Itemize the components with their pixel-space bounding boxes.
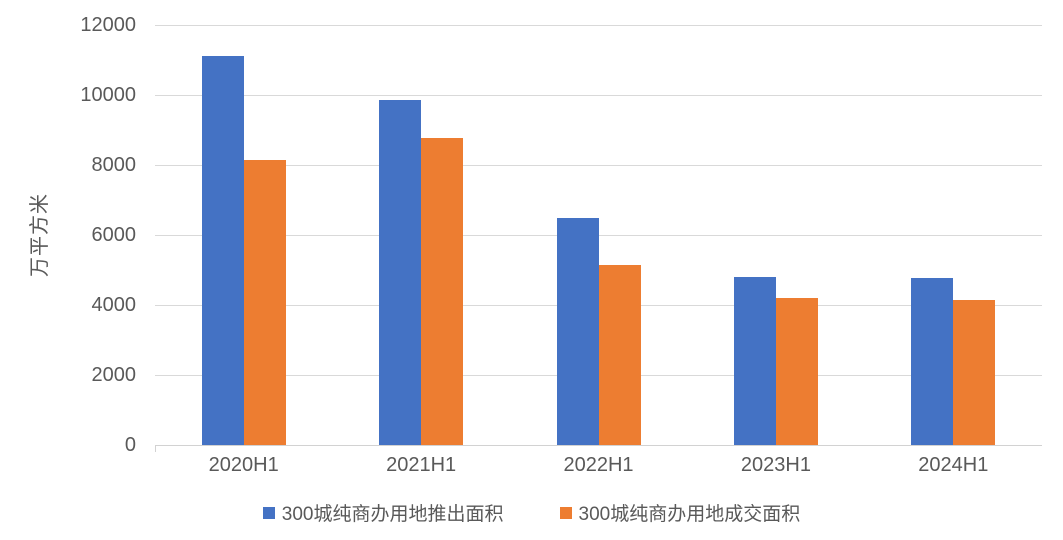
bar — [911, 278, 954, 445]
y-axis-tick-label: 0 — [124, 434, 136, 456]
legend-item: 300城纯商办用地推出面积 — [262, 499, 504, 526]
gridline — [155, 25, 1042, 26]
bar — [556, 218, 599, 445]
bar-group-2021h1 — [332, 25, 509, 445]
y-axis-tick-label: 2000 — [91, 364, 137, 386]
legend: 300城纯商办用地推出面积 300城纯商办用地成交面积 — [0, 499, 1063, 526]
legend-swatch-icon — [262, 506, 275, 519]
x-axis-label: 2023H1 — [740, 454, 811, 476]
y-axis-tick-label: 12000 — [80, 14, 136, 36]
bar — [733, 277, 776, 445]
y-axis-tick-label: 4000 — [91, 294, 137, 316]
x-axis-line — [155, 445, 1042, 446]
legend-label: 300城纯商办用地成交面积 — [578, 504, 801, 525]
x-axis-label: 2020H1 — [208, 454, 279, 476]
bar — [379, 100, 422, 445]
bar — [421, 138, 464, 445]
bar — [775, 298, 818, 445]
x-axis-labels: 2020H1 2021H1 2022H1 2023H1 2024H1 — [155, 454, 1042, 477]
y-axis-tick-label: 8000 — [91, 154, 137, 176]
bar-groups — [155, 25, 1042, 445]
bar — [243, 160, 286, 445]
legend-swatch-icon — [559, 506, 572, 519]
plot-area — [155, 25, 1042, 446]
gridline — [155, 95, 1042, 96]
x-axis-tick — [155, 445, 156, 452]
y-axis-tick-label: 10000 — [80, 84, 136, 106]
bar-group-2024h1 — [865, 25, 1042, 445]
x-axis-label: 2024H1 — [918, 454, 989, 476]
x-axis-label: 2021H1 — [386, 454, 457, 476]
bar-group-2022h1 — [510, 25, 687, 445]
bar — [201, 56, 244, 445]
gridline — [155, 165, 1042, 166]
bar — [598, 265, 641, 445]
bar — [953, 300, 996, 445]
bar-group-2020h1 — [155, 25, 332, 445]
legend-item: 300城纯商办用地成交面积 — [559, 499, 801, 526]
x-axis-label: 2022H1 — [563, 454, 634, 476]
y-axis-tick-label: 6000 — [91, 224, 137, 246]
legend-label: 300城纯商办用地推出面积 — [281, 504, 504, 525]
bar-group-2023h1 — [687, 25, 864, 445]
